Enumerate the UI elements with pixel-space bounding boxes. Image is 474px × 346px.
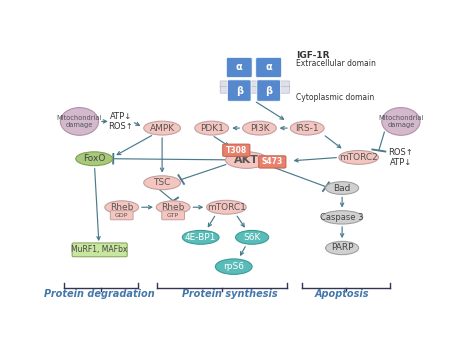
- FancyBboxPatch shape: [162, 211, 184, 220]
- FancyBboxPatch shape: [257, 80, 281, 101]
- Text: 4E-BP1: 4E-BP1: [185, 233, 216, 242]
- Text: FoxO: FoxO: [83, 154, 105, 163]
- FancyBboxPatch shape: [220, 86, 290, 93]
- Ellipse shape: [215, 259, 252, 274]
- Text: mTORC1: mTORC1: [207, 203, 246, 212]
- Ellipse shape: [236, 230, 269, 244]
- Text: α: α: [265, 62, 272, 72]
- Ellipse shape: [144, 176, 181, 190]
- Text: T308: T308: [226, 146, 247, 155]
- Ellipse shape: [76, 152, 112, 166]
- Ellipse shape: [195, 121, 228, 135]
- Ellipse shape: [339, 151, 378, 164]
- FancyBboxPatch shape: [228, 80, 251, 101]
- Ellipse shape: [105, 201, 138, 213]
- Text: ATP↓
ROS↑: ATP↓ ROS↑: [109, 112, 133, 131]
- Text: AMPK: AMPK: [149, 124, 175, 133]
- FancyBboxPatch shape: [256, 57, 282, 78]
- Text: IGF-1R: IGF-1R: [296, 51, 330, 60]
- Circle shape: [382, 108, 420, 135]
- Text: IRS-1: IRS-1: [295, 124, 319, 133]
- FancyBboxPatch shape: [110, 211, 133, 220]
- Text: Mitochondrial
damage: Mitochondrial damage: [378, 115, 424, 128]
- Text: PI3K: PI3K: [250, 124, 269, 133]
- Text: S473: S473: [262, 157, 283, 166]
- Ellipse shape: [156, 201, 190, 213]
- FancyBboxPatch shape: [259, 156, 286, 168]
- FancyBboxPatch shape: [223, 144, 250, 156]
- Ellipse shape: [290, 121, 324, 135]
- Ellipse shape: [226, 152, 268, 169]
- Circle shape: [60, 108, 99, 135]
- Text: Bad: Bad: [333, 183, 351, 193]
- Text: PARP: PARP: [331, 244, 353, 253]
- Text: Rheb: Rheb: [110, 203, 133, 212]
- Text: Caspase 3: Caspase 3: [320, 213, 364, 222]
- Text: Rheb: Rheb: [162, 203, 185, 212]
- Ellipse shape: [326, 242, 359, 255]
- Text: Apoptosis: Apoptosis: [315, 289, 369, 299]
- Ellipse shape: [321, 211, 363, 224]
- Text: Mitochondrial
damage: Mitochondrial damage: [57, 115, 102, 128]
- Text: rpS6: rpS6: [223, 262, 244, 271]
- Text: GTP: GTP: [167, 213, 179, 218]
- Ellipse shape: [207, 200, 246, 214]
- Text: mTORC2: mTORC2: [339, 153, 378, 162]
- Text: AKT: AKT: [234, 155, 259, 165]
- Text: TSC: TSC: [154, 178, 171, 187]
- Text: α: α: [236, 62, 243, 72]
- Text: MuRF1, MAFbx: MuRF1, MAFbx: [72, 245, 128, 254]
- FancyBboxPatch shape: [72, 243, 127, 257]
- Text: β: β: [236, 85, 243, 95]
- Text: ROS↑
ATP↓: ROS↑ ATP↓: [389, 148, 413, 167]
- Ellipse shape: [182, 230, 219, 244]
- FancyBboxPatch shape: [220, 81, 290, 88]
- Text: Cytoplasmic domain: Cytoplasmic domain: [296, 93, 374, 102]
- Text: S6K: S6K: [244, 233, 261, 242]
- Ellipse shape: [243, 121, 276, 135]
- Text: Extracellular domain: Extracellular domain: [296, 59, 376, 68]
- Text: GDP: GDP: [115, 213, 128, 218]
- Text: PDK1: PDK1: [200, 124, 224, 133]
- Ellipse shape: [144, 121, 181, 135]
- Text: Protein synthesis: Protein synthesis: [182, 289, 278, 299]
- Ellipse shape: [326, 182, 359, 194]
- FancyBboxPatch shape: [227, 57, 252, 78]
- Text: Protein degradation: Protein degradation: [44, 289, 155, 299]
- Text: β: β: [265, 85, 272, 95]
